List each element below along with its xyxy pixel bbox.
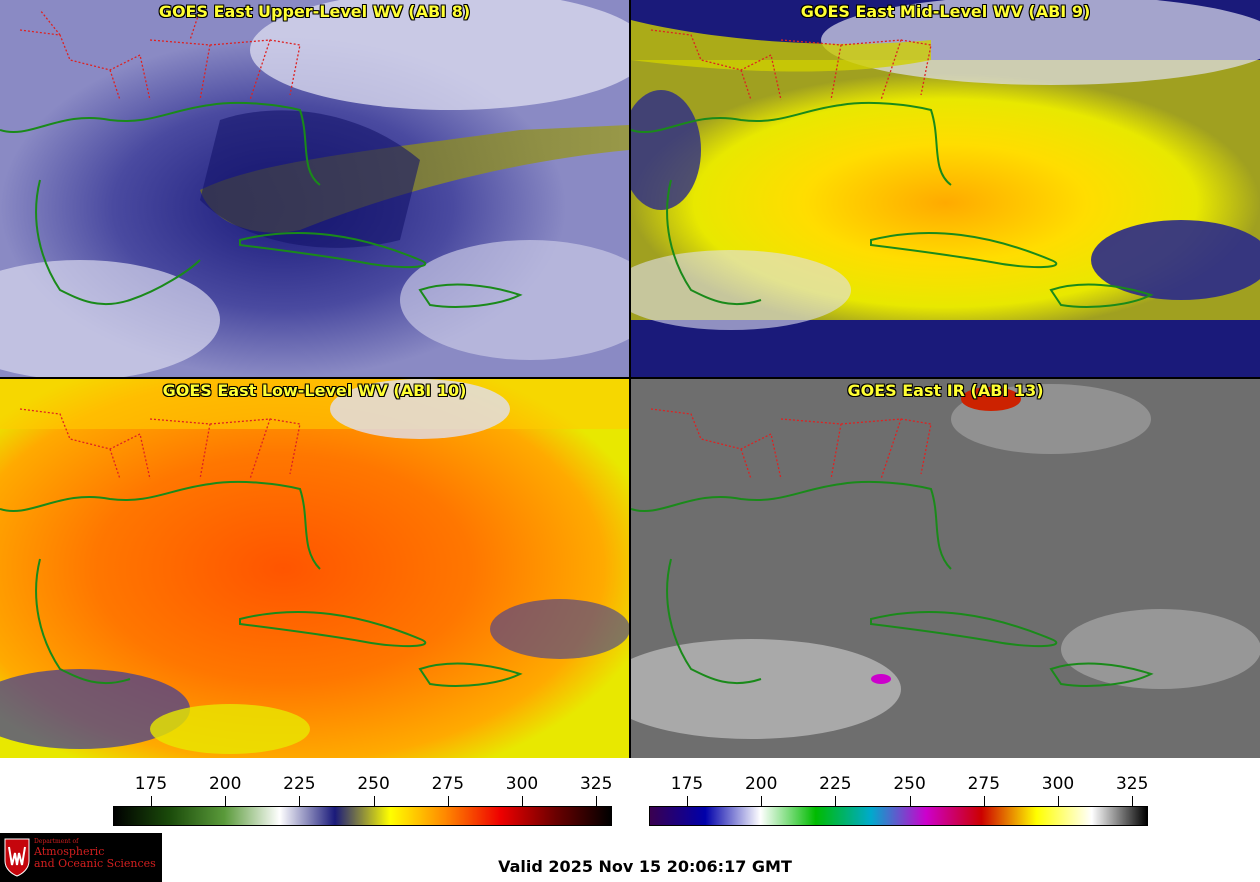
colorbar-tick	[299, 796, 301, 806]
colorbar-wv	[113, 806, 612, 826]
colorbar-tick-label: 225	[283, 774, 316, 794]
ir-image	[631, 379, 1260, 758]
colorbar-tick	[909, 796, 911, 806]
colorbar-tick-label: 325	[1115, 774, 1149, 794]
upper-level-wv-image	[0, 0, 629, 377]
colorbar-ir	[649, 806, 1148, 826]
colorbar-tick-label: 200	[208, 774, 242, 794]
colorbar-tick	[447, 796, 449, 806]
colorbar-tick-label: 225	[819, 774, 852, 794]
colorbar-tick-label: 325	[579, 774, 613, 794]
colorbar-tick-label: 250	[357, 774, 390, 794]
colorbar-tick-label: 250	[893, 774, 926, 794]
aos-logo: Department of Atmospheric and Oceanic Sc…	[0, 833, 162, 882]
colorbar-tick	[761, 796, 763, 806]
colorbar-tick	[835, 796, 837, 806]
colorbar-tick-label: 275	[431, 774, 465, 794]
colorbar-tick	[687, 796, 688, 806]
panel-low-level-wv: GOES East Low-Level WV (ABI 10)	[0, 379, 629, 758]
colorbar-tick	[1132, 796, 1134, 806]
colorbar-tick-label: 175	[670, 774, 704, 794]
panel-divider-vertical	[629, 0, 631, 758]
logo-line-1: Department of	[34, 838, 79, 845]
panel-upper-level-wv: GOES East Upper-Level WV (ABI 8)	[0, 0, 629, 377]
colorbar-tick-label: 175	[134, 774, 168, 794]
logo-line-3: and Oceanic Sciences	[34, 856, 156, 870]
logo-line-2: Atmospheric	[34, 844, 105, 858]
colorbar-tick-label: 300	[1041, 774, 1075, 794]
panel-divider-horizontal	[0, 377, 1260, 379]
uw-crest-icon	[4, 838, 30, 877]
colorbar-tick-label: 200	[744, 774, 778, 794]
colorbar-tick	[373, 796, 375, 806]
colorbar-tick-label: 275	[967, 774, 1001, 794]
colorbar-tick-label: 300	[505, 774, 539, 794]
mid-level-wv-image	[631, 0, 1260, 377]
panel-mid-level-wv: GOES East Mid-Level WV (ABI 9)	[631, 0, 1260, 377]
low-level-wv-image	[0, 379, 629, 758]
panel-ir: GOES East IR (ABI 13)	[631, 379, 1260, 758]
colorbar-tick	[596, 796, 598, 806]
valid-time: Valid 2025 Nov 15 20:06:17 GMT	[498, 857, 792, 876]
colorbar-tick	[151, 796, 152, 806]
colorbar-tick	[1058, 796, 1059, 806]
colorbar-tick	[225, 796, 227, 806]
colorbar-tick	[983, 796, 985, 806]
colorbar-tick	[522, 796, 523, 806]
